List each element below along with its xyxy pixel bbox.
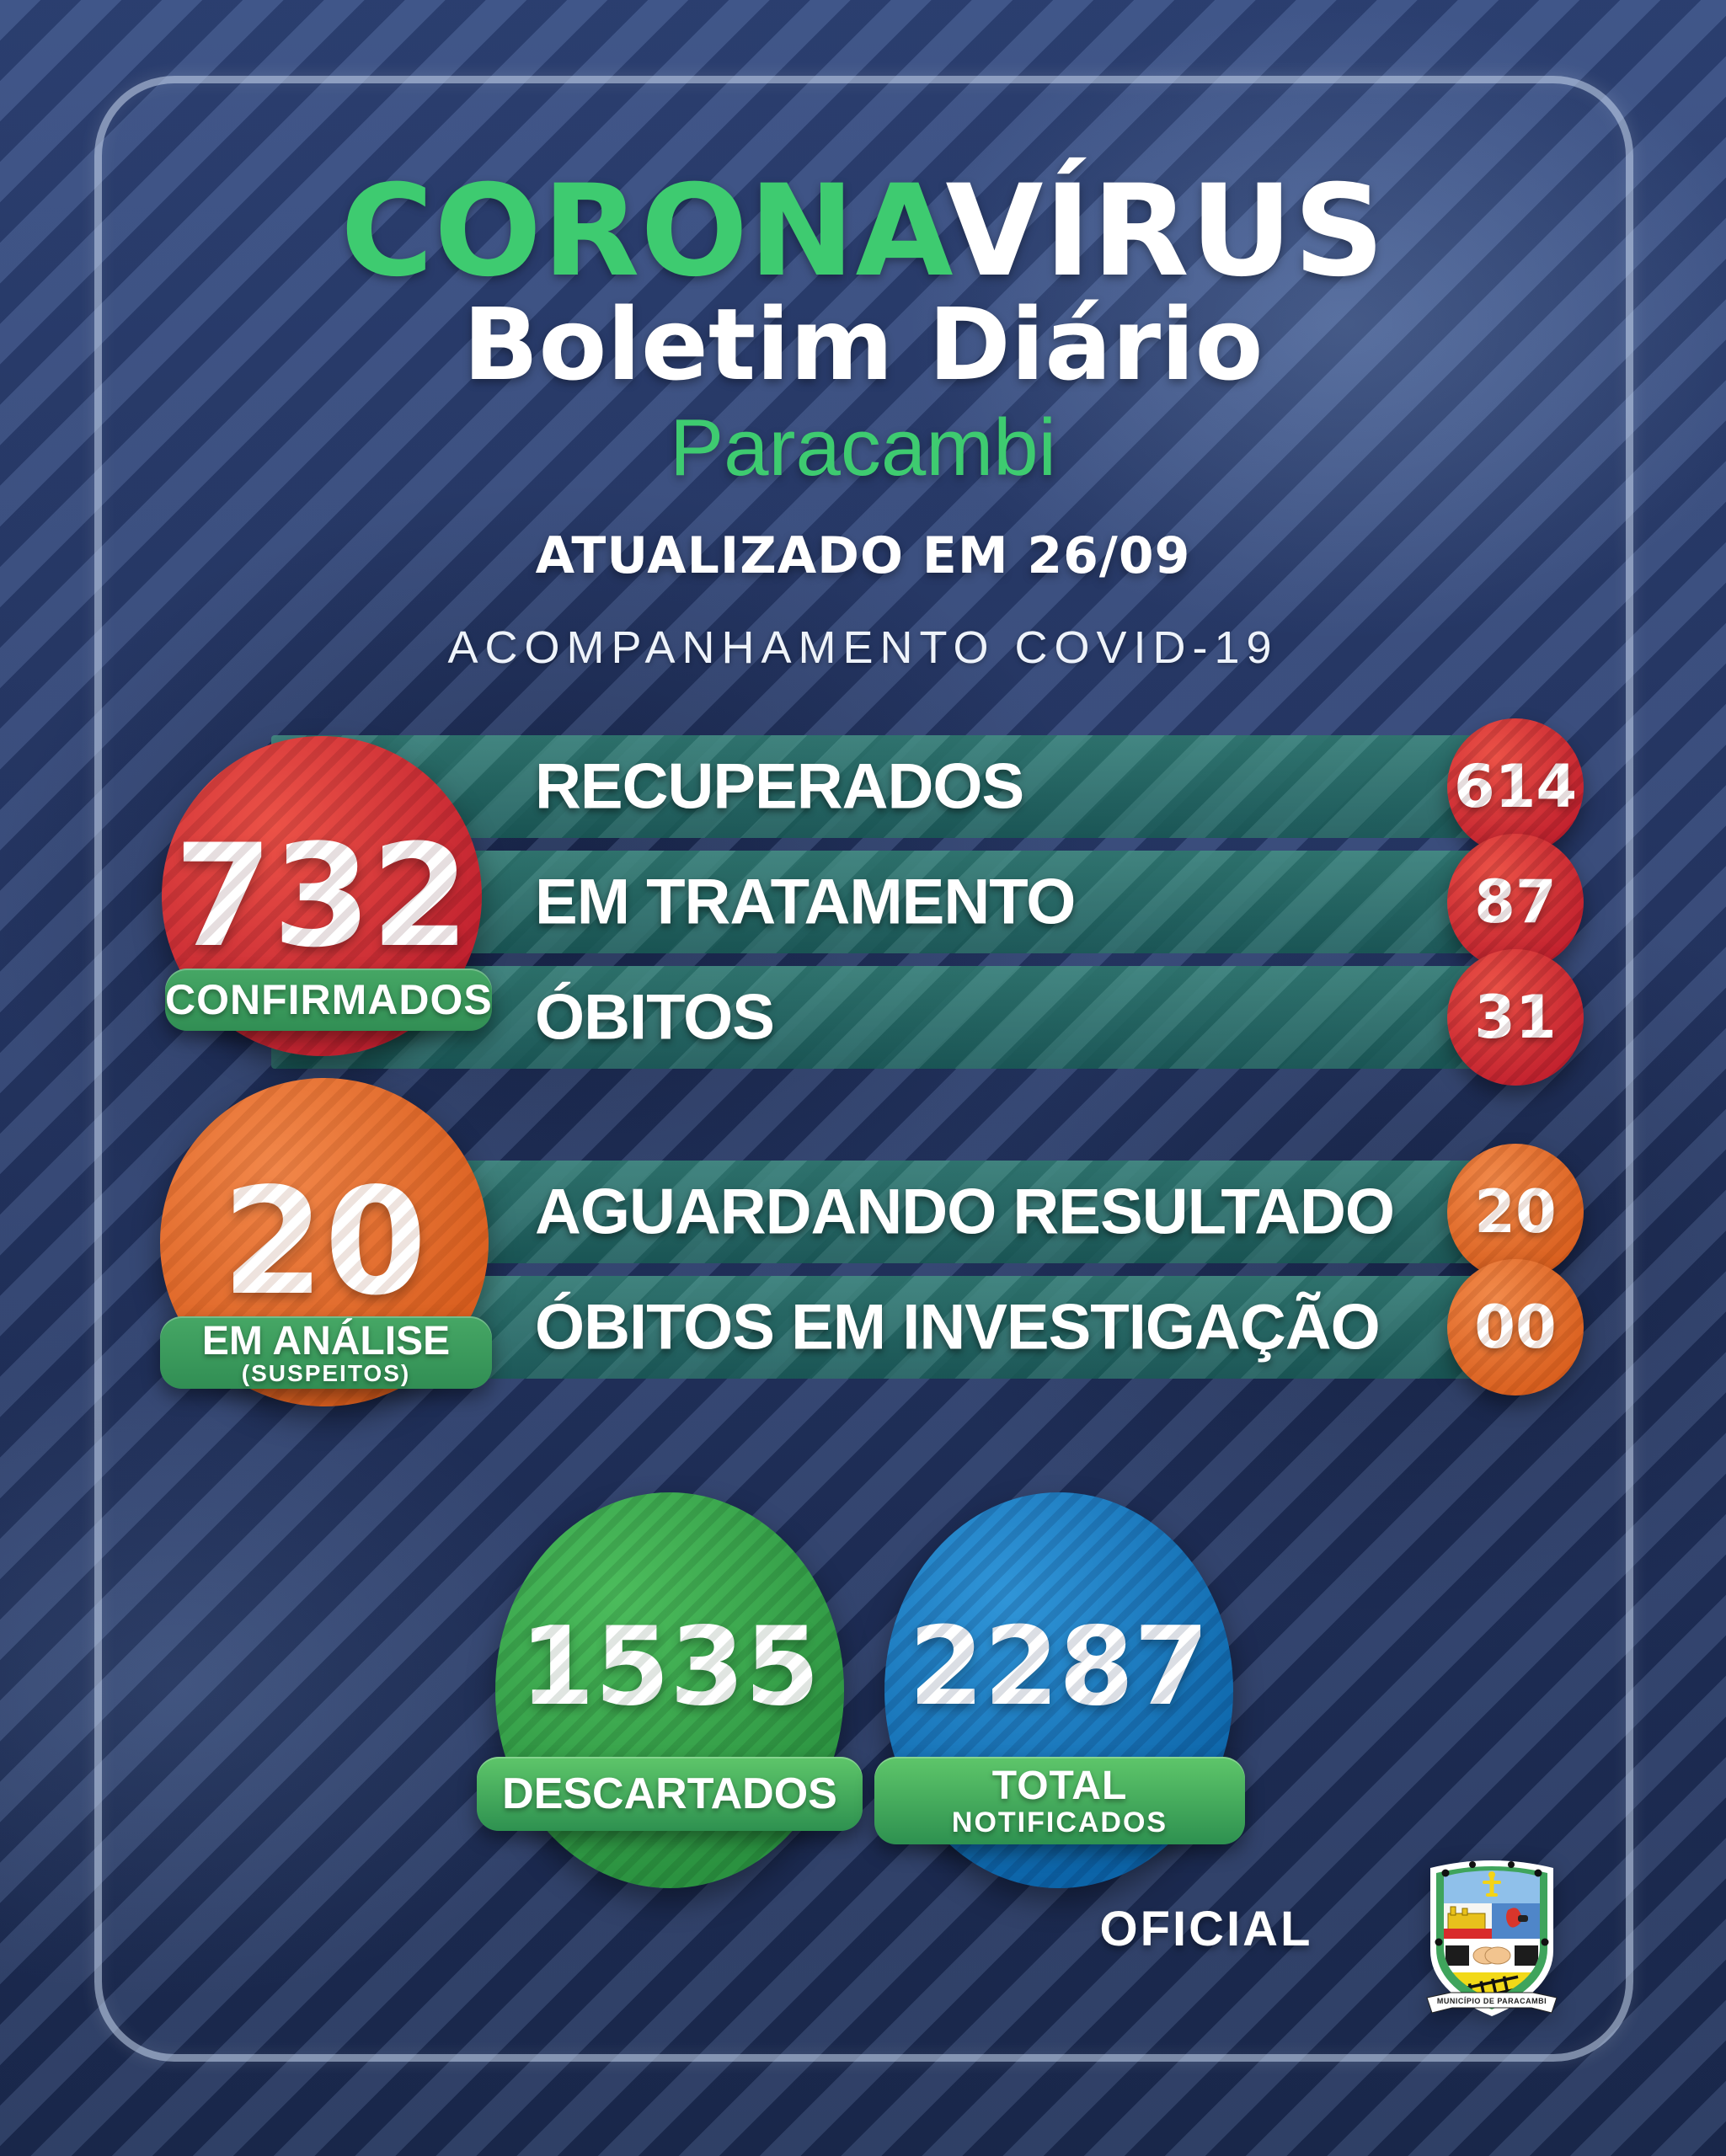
stat-row-value: 31 [1474,983,1557,1052]
crest-ribbon-text: MUNICÍPIO DE PARACAMBI [1437,1997,1547,2005]
suspects-badge: EM ANÁLISE (SUSPEITOS) [160,1316,492,1389]
city-name: Paracambi [670,403,1056,493]
tracking-caption: ACOMPANHAMENTO COVID-19 [447,622,1279,673]
stat-row-label: ÓBITOS [535,981,775,1054]
updated-date: ATUALIZADO EM 26/09 [535,526,1191,585]
stat-row-value: 20 [1474,1177,1557,1246]
stat-row-value: 87 [1474,867,1557,937]
stat-row-value-circle: 31 [1447,949,1584,1086]
crest-ribbon: MUNICÍPIO DE PARACAMBI [1426,1992,1558,2014]
crest-statue-icon [1483,1871,1501,1897]
stat-row-recuperados: RECUPERADOS 614 [271,718,1584,855]
total-badge-sublabel: NOTIFICADOS [951,1806,1168,1838]
total-badge: TOTAL NOTIFICADOS [874,1757,1245,1844]
confirmed-count: 732 [174,814,470,979]
stat-row-label: ÓBITOS EM INVESTIGAÇÃO [535,1291,1381,1364]
stat-row-label: RECUPERADOS [535,750,1024,823]
suspects-badge-label: EM ANÁLISE [201,1319,451,1364]
title-virus: VÍRUS [945,158,1386,305]
stat-row-label: AGUARDANDO RESULTADO [535,1176,1395,1248]
city-crest: 8-8-1960 MUNICÍPIO DE PARACAMBI [1426,1860,1558,2016]
crest-hand-icon [1506,1908,1528,1928]
title-corona: CORONA [340,158,946,305]
stat-row-value-circle: 20 [1447,1144,1584,1280]
official-label: OFICIAL [1099,1902,1313,1956]
discarded-badge: DESCARTADOS [477,1757,863,1831]
confirmed-badge: CONFIRMADOS [165,969,492,1031]
page-title: CORONAVÍRUS [0,168,1726,295]
crest-handshake-icon [1445,1945,1538,1966]
total-badge-label: TOTAL [991,1764,1128,1808]
stat-row-label: EM TRATAMENTO [535,866,1076,938]
stat-row-value: 00 [1474,1293,1557,1362]
crest-pommels [1435,1861,1549,1946]
stat-row-value-circle: 00 [1447,1259,1584,1396]
subtitle-boletim: Boletim Diário [462,286,1264,403]
discarded-count: 1535 [519,1604,820,1730]
stat-row-value-circle: 87 [1447,834,1584,970]
suspects-count: 20 [222,1156,427,1328]
stat-row-value: 614 [1453,752,1578,821]
stat-row-value-circle: 614 [1447,718,1584,855]
crest-factory-icon [1444,1906,1492,1939]
total-count: 2287 [908,1604,1210,1730]
suspects-badge-sublabel: (SUSPEITOS) [241,1360,411,1386]
frame-border [94,76,1633,2062]
